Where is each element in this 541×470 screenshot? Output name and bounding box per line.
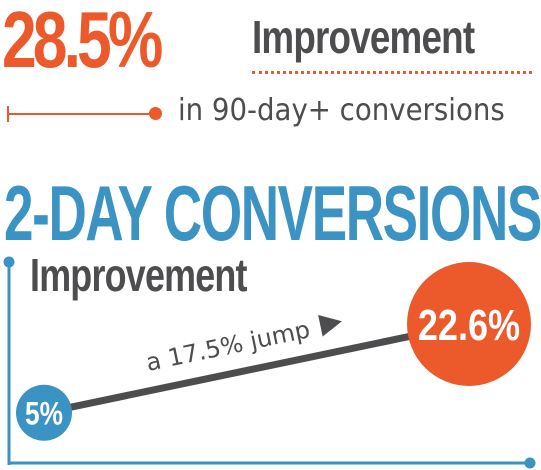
data-point-label-1: 5%	[25, 397, 63, 432]
y-axis-top-dot	[4, 257, 15, 268]
x-axis-end-dot	[525, 458, 536, 469]
jump-annotation: a 17.5% jump	[144, 315, 313, 376]
jump-arrow-icon	[318, 311, 344, 337]
data-point-label-2: 22.6%	[418, 300, 520, 349]
